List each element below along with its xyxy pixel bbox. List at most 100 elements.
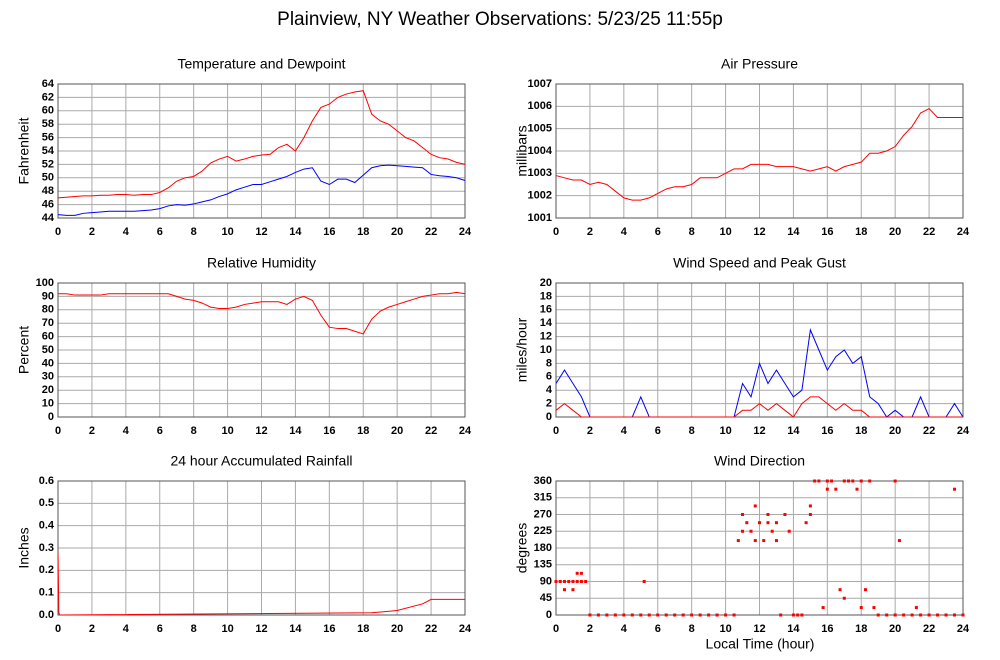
scatter-point — [762, 539, 766, 543]
x-tick-label: 22 — [923, 226, 935, 238]
x-tick-label: 12 — [753, 425, 765, 437]
y-tick-label: 360 — [534, 475, 552, 487]
y-tick-label: 225 — [534, 525, 552, 537]
x-tick-label: 0 — [55, 425, 61, 437]
scatter-point — [863, 588, 867, 592]
scatter-point — [753, 504, 757, 508]
y-tick-label: 0.5 — [39, 497, 54, 509]
x-tick-label: 0 — [55, 623, 61, 635]
x-tick-label: 8 — [191, 226, 197, 238]
x-tick-label: 22 — [425, 226, 437, 238]
scatter-point — [783, 513, 787, 516]
scatter-point — [554, 580, 558, 583]
y-tick-label: 46 — [42, 199, 54, 211]
x-tick-label: 18 — [357, 425, 369, 437]
scatter-point — [961, 613, 965, 617]
scatter-point — [656, 613, 660, 617]
scatter-point — [642, 580, 646, 583]
x-tick-label: 18 — [357, 226, 369, 238]
scatter-point — [753, 539, 757, 543]
scatter-point — [647, 613, 651, 617]
scatter-point — [936, 613, 940, 617]
scatter-point — [639, 613, 643, 617]
y-axis-label: Fahrenheit — [16, 117, 32, 184]
scatter-point — [859, 606, 863, 610]
x-tick-label: 20 — [889, 226, 901, 238]
y-tick-label: 2 — [546, 398, 552, 410]
x-tick-label: 10 — [221, 623, 233, 635]
scatter-point — [630, 613, 634, 617]
y-tick-label: 1003 — [528, 167, 552, 179]
scatter-point — [842, 596, 846, 600]
x-tick-label: 4 — [621, 425, 628, 437]
scatter-point — [876, 613, 880, 617]
y-tick-label: 50 — [42, 344, 54, 356]
scatter-point — [808, 513, 812, 516]
x-tick-label: 8 — [191, 425, 197, 437]
chart-title: 24 hour Accumulated Rainfall — [170, 453, 352, 469]
x-tick-label: 8 — [689, 623, 695, 635]
series-line — [57, 90, 466, 199]
scatter-point — [770, 529, 774, 533]
series-line — [555, 107, 963, 201]
scatter-point — [575, 571, 579, 575]
scatter-point — [664, 613, 668, 617]
x-tick-label: 4 — [123, 226, 130, 238]
x-tick-label: 14 — [289, 425, 302, 437]
scatter-point — [673, 613, 677, 617]
scatter-point — [830, 479, 834, 483]
scatter-point — [834, 487, 838, 491]
scatter-point — [885, 613, 889, 617]
y-tick-label: 0 — [48, 411, 54, 423]
x-tick-label: 14 — [787, 226, 800, 238]
scatter-point — [715, 613, 719, 617]
x-tick-label: 2 — [89, 623, 95, 635]
x-tick-label: 6 — [655, 226, 661, 238]
y-tick-label: 45 — [540, 592, 552, 604]
x-tick-label: 10 — [719, 623, 731, 635]
series-line — [58, 291, 466, 335]
x-tick-label: 24 — [957, 226, 970, 238]
x-tick-label: 10 — [719, 226, 731, 238]
x-tick-label: 16 — [323, 425, 335, 437]
x-tick-label: 18 — [855, 425, 867, 437]
scatter-point — [902, 613, 906, 617]
scatter-point — [736, 539, 740, 543]
page-title: Plainview, NY Weather Observations: 5/23… — [277, 9, 723, 30]
series-line — [57, 552, 465, 616]
scatter-point — [893, 479, 897, 483]
x-tick-label: 18 — [357, 623, 369, 635]
x-tick-label: 22 — [923, 425, 935, 437]
scatter-point — [817, 479, 821, 483]
x-tick-label: 6 — [157, 623, 163, 635]
x-tick-label: 14 — [787, 623, 800, 635]
scatter-point — [851, 479, 855, 483]
y-tick-label: 1007 — [528, 78, 552, 90]
x-tick-label: 4 — [621, 623, 628, 635]
x-tick-label: 14 — [787, 425, 800, 437]
scatter-point — [919, 613, 923, 617]
scatter-point — [825, 487, 829, 491]
x-tick-label: 16 — [821, 226, 833, 238]
scatter-point — [690, 613, 694, 617]
y-tick-label: 40 — [42, 357, 54, 369]
y-axis-label: miles/hour — [514, 317, 530, 382]
x-tick-label: 12 — [753, 623, 765, 635]
x-tick-label: 24 — [957, 623, 970, 635]
y-tick-label: 100 — [36, 277, 54, 289]
scatter-point — [774, 539, 778, 543]
scatter-point — [707, 613, 711, 617]
y-tick-label: 270 — [534, 508, 552, 520]
y-tick-label: 8 — [546, 357, 552, 369]
x-tick-label: 10 — [221, 425, 233, 437]
scatter-point — [910, 613, 914, 617]
scatter-point — [579, 580, 583, 583]
x-tick-label: 4 — [621, 226, 628, 238]
scatter-point — [825, 479, 829, 483]
x-tick-label: 18 — [855, 623, 867, 635]
scatter-point — [779, 613, 783, 617]
x-tick-label: 2 — [587, 226, 593, 238]
x-tick-label: 12 — [255, 425, 267, 437]
scatter-point — [796, 613, 800, 617]
x-tick-label: 16 — [821, 623, 833, 635]
